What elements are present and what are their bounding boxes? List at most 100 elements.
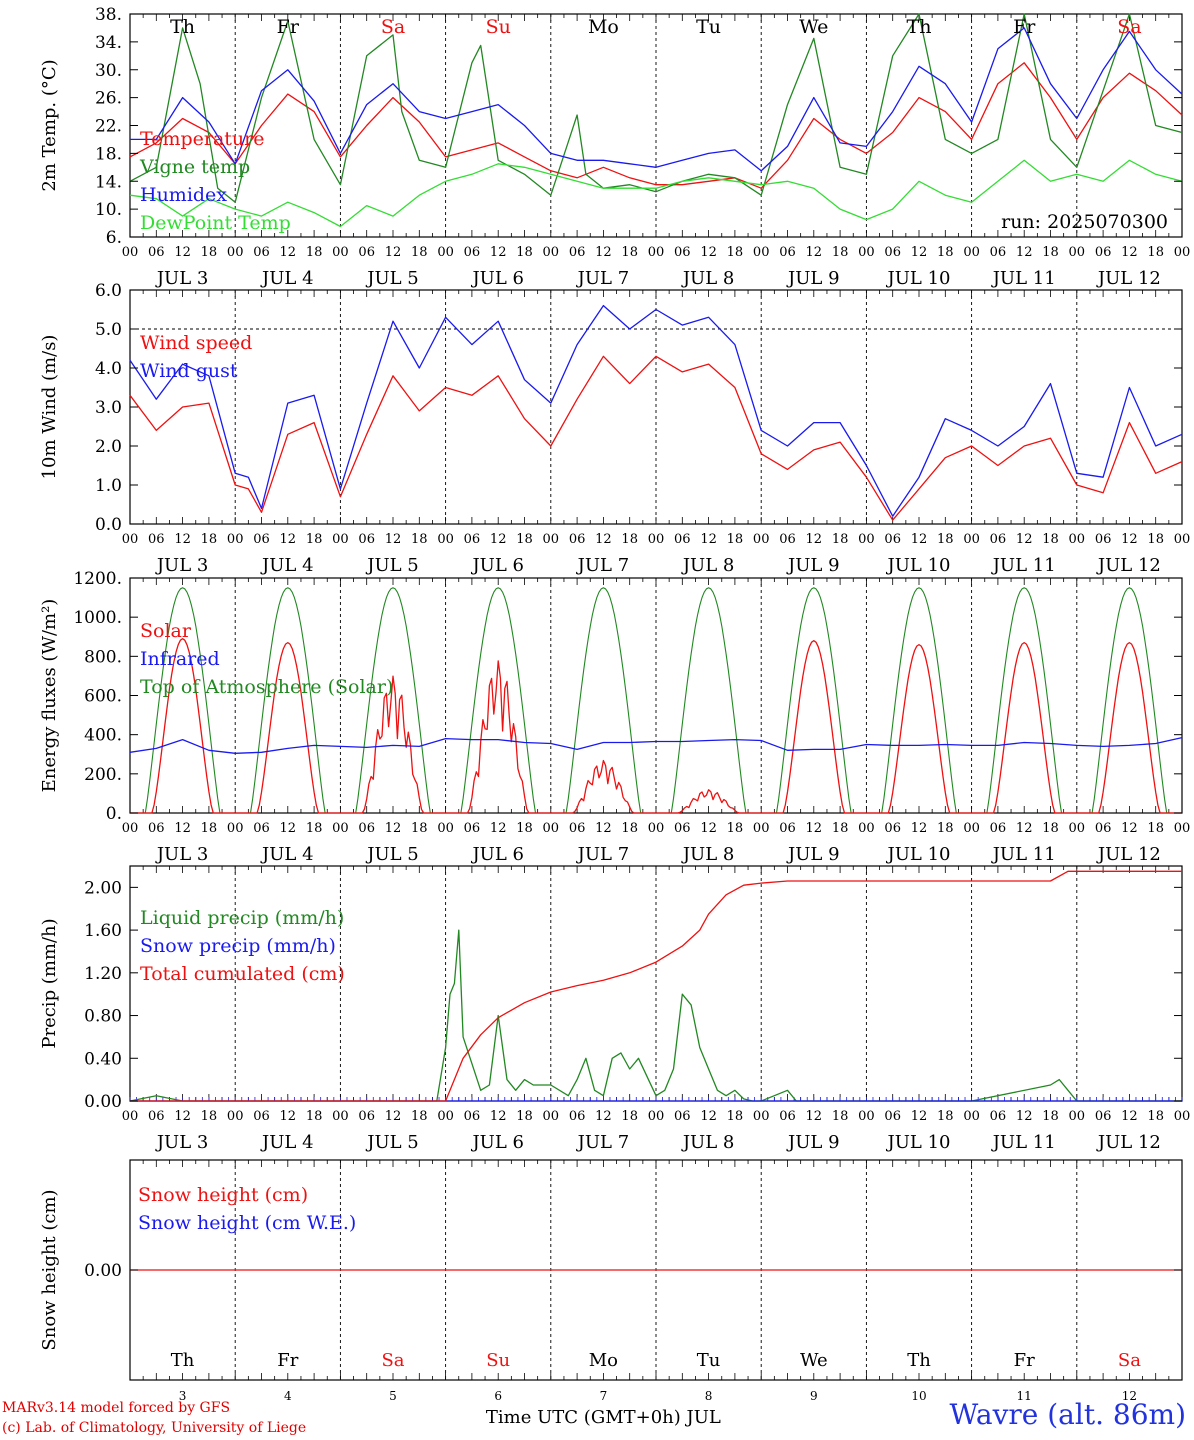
x-date-label: JUL 3 [155, 844, 209, 865]
y-tick-label: 22. [95, 117, 122, 137]
series-line-total-cumulated-cm- [130, 870, 1182, 1102]
y-tick-label: 1000. [73, 608, 122, 628]
x-tick-label: 06 [779, 245, 796, 260]
y-tick-label: 10. [95, 200, 122, 220]
x-tick-label: 00 [1069, 532, 1086, 547]
y-axis-label: 2m Temp. (°C) [39, 59, 60, 191]
x-date-label: JUL 5 [365, 268, 419, 289]
x-tick-label: 18 [306, 532, 323, 547]
x-tick-label: 06 [569, 245, 586, 260]
x-tick-label: 00 [1069, 245, 1086, 260]
day-number: 6 [494, 1389, 502, 1403]
x-date-label: JUL 10 [886, 268, 951, 289]
x-tick-label: 12 [1121, 245, 1138, 260]
weekday-label: Su [486, 16, 511, 38]
weekday-label: Fr [277, 1350, 298, 1371]
day-number: 9 [810, 1389, 818, 1403]
x-tick-label: 06 [464, 821, 481, 836]
x-tick-label: 06 [779, 532, 796, 547]
y-tick-label: 38. [95, 5, 122, 25]
y-tick-label: 5.0 [95, 320, 122, 340]
x-tick-label: 00 [858, 821, 875, 836]
x-date-label: JUL 9 [786, 844, 840, 865]
x-tick-label: 12 [174, 245, 191, 260]
weekday-label: We [799, 16, 828, 38]
x-tick-label: 12 [595, 1109, 612, 1124]
weekday-label: Sa [381, 16, 405, 38]
x-date-label: JUL 10 [886, 555, 951, 576]
x-tick-label: 06 [674, 245, 691, 260]
x-tick-label: 00 [963, 532, 980, 547]
x-tick-label: 00 [1174, 245, 1191, 260]
x-date-label: JUL 4 [260, 555, 314, 576]
x-tick-label: 00 [648, 1109, 665, 1124]
x-tick-label: 18 [832, 1109, 849, 1124]
x-tick-label: 06 [358, 532, 375, 547]
y-tick-label: 0.80 [84, 1007, 122, 1027]
x-tick-label: 00 [963, 245, 980, 260]
weekday-label: Fr [1013, 16, 1036, 38]
x-tick-label: 06 [990, 532, 1007, 547]
x-tick-label: 06 [148, 1109, 165, 1124]
x-tick-label: 12 [490, 245, 507, 260]
x-tick-label: 00 [1069, 1109, 1086, 1124]
x-tick-label: 06 [884, 532, 901, 547]
x-tick-label: 12 [1016, 245, 1033, 260]
x-tick-label: 18 [306, 1109, 323, 1124]
credit-line-copyright: (c) Lab. of Climatology, University of L… [2, 1420, 307, 1436]
x-tick-label: 06 [779, 1109, 796, 1124]
weekday-label: Su [486, 1350, 510, 1371]
x-tick-label: 18 [937, 821, 954, 836]
x-tick-label: 18 [1042, 245, 1059, 260]
day-number: 12 [1122, 1389, 1137, 1403]
x-tick-label: 12 [1016, 532, 1033, 547]
credit-line-model: MARv3.14 model forced by GFS [2, 1400, 231, 1416]
y-tick-label: 18. [95, 144, 122, 164]
x-tick-label: 12 [280, 532, 297, 547]
x-tick-label: 00 [963, 821, 980, 836]
x-tick-label: 12 [911, 245, 928, 260]
x-tick-label: 12 [280, 245, 297, 260]
y-tick-label: 2.00 [84, 878, 122, 898]
x-tick-label: 06 [990, 245, 1007, 260]
x-tick-label: 12 [700, 532, 717, 547]
x-tick-label: 12 [806, 821, 823, 836]
x-tick-label: 00 [753, 821, 770, 836]
x-tick-label: 06 [990, 821, 1007, 836]
x-date-label: JUL 8 [681, 1132, 735, 1153]
x-axis-label: Time UTC (GMT+0h) JUL [486, 1407, 721, 1428]
y-tick-label: 400. [84, 726, 122, 746]
x-tick-label: 06 [990, 1109, 1007, 1124]
x-tick-label: 12 [1016, 1109, 1033, 1124]
panel-wind: 0.0 1.0 2.0 3.0 4.0 5.0 6.0 10m Wind (m/s) 00 06 1… [39, 281, 1190, 576]
x-date-label: JUL 6 [470, 844, 524, 865]
x-tick-label: 12 [806, 245, 823, 260]
y-axis-label: Precip (mm/h) [39, 918, 60, 1048]
x-date-label: JUL 10 [886, 844, 951, 865]
y-axis-label: Energy fluxes (W/m²) [39, 599, 60, 793]
weekday-label: Sa [381, 1350, 404, 1371]
x-date-label: JUL 5 [365, 844, 419, 865]
x-date-label: JUL 12 [1096, 268, 1161, 289]
x-tick-label: 00 [227, 532, 244, 547]
weekday-label: Th [170, 16, 195, 38]
x-tick-label: 18 [937, 1109, 954, 1124]
x-tick-label: 18 [1042, 1109, 1059, 1124]
x-tick-label: 18 [832, 532, 849, 547]
x-tick-label: 06 [358, 245, 375, 260]
series-line-dewpoint-temp [129, 159, 1183, 228]
x-tick-label: 18 [1042, 532, 1059, 547]
x-tick-label: 00 [753, 245, 770, 260]
x-tick-label: 12 [700, 1109, 717, 1124]
x-tick-label: 00 [227, 1109, 244, 1124]
y-axis-label: 10m Wind (m/s) [39, 335, 60, 480]
x-date-label: JUL 7 [576, 1132, 630, 1153]
x-tick-label: 00 [437, 1109, 454, 1124]
x-date-label: JUL 5 [365, 1132, 419, 1153]
series-line-liquid-precip-mm-h- [129, 929, 1182, 1102]
x-tick-label: 18 [832, 245, 849, 260]
x-tick-label: 18 [937, 245, 954, 260]
x-date-label: JUL 11 [991, 268, 1056, 289]
x-date-label: JUL 6 [470, 1132, 524, 1153]
